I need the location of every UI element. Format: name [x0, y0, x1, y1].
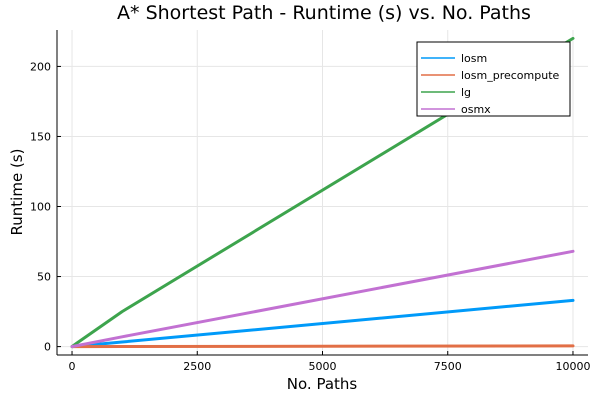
chart-title: A* Shortest Path - Runtime (s) vs. No. P…: [117, 2, 531, 24]
y-tick-label: 150: [30, 130, 51, 143]
x-axis-title: No. Paths: [287, 375, 358, 393]
tick-labels: 0 2500 5000 7500 10000 0 50 100 150 200: [30, 60, 590, 373]
y-tick-label: 0: [44, 341, 51, 354]
y-tick-label: 100: [30, 201, 51, 214]
x-tick-label: 2500: [183, 360, 211, 373]
series-lines: [70, 36, 575, 349]
x-tick-label: 5000: [309, 360, 337, 373]
legend-label: osmx: [461, 103, 491, 116]
y-tick-label: 50: [37, 271, 51, 284]
y-tick-label: 200: [30, 60, 51, 73]
series-line-losm-precompute: [70, 344, 575, 349]
y-axis-title: Runtime (s): [8, 149, 26, 236]
legend-label: losm_precompute: [461, 69, 560, 82]
axes: [56, 30, 588, 356]
legend-label: losm: [461, 52, 487, 65]
x-tick-label: 7500: [434, 360, 462, 373]
legend-box: [416, 41, 571, 117]
x-tick-label: 0: [69, 360, 76, 373]
legend-label: lg: [461, 86, 471, 99]
x-tick-label: 10000: [555, 360, 590, 373]
series-line-osmx: [70, 249, 575, 349]
